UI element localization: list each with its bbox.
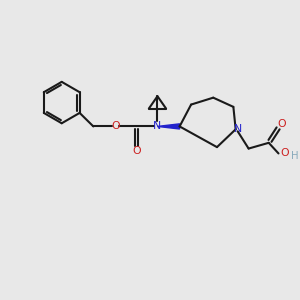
Polygon shape: [158, 124, 180, 129]
Text: O: O: [278, 119, 286, 129]
Text: O: O: [132, 146, 141, 156]
Text: O: O: [281, 148, 290, 158]
Text: O: O: [111, 122, 120, 131]
Text: N: N: [234, 124, 242, 134]
Text: N: N: [153, 122, 162, 131]
Text: H: H: [291, 151, 299, 161]
